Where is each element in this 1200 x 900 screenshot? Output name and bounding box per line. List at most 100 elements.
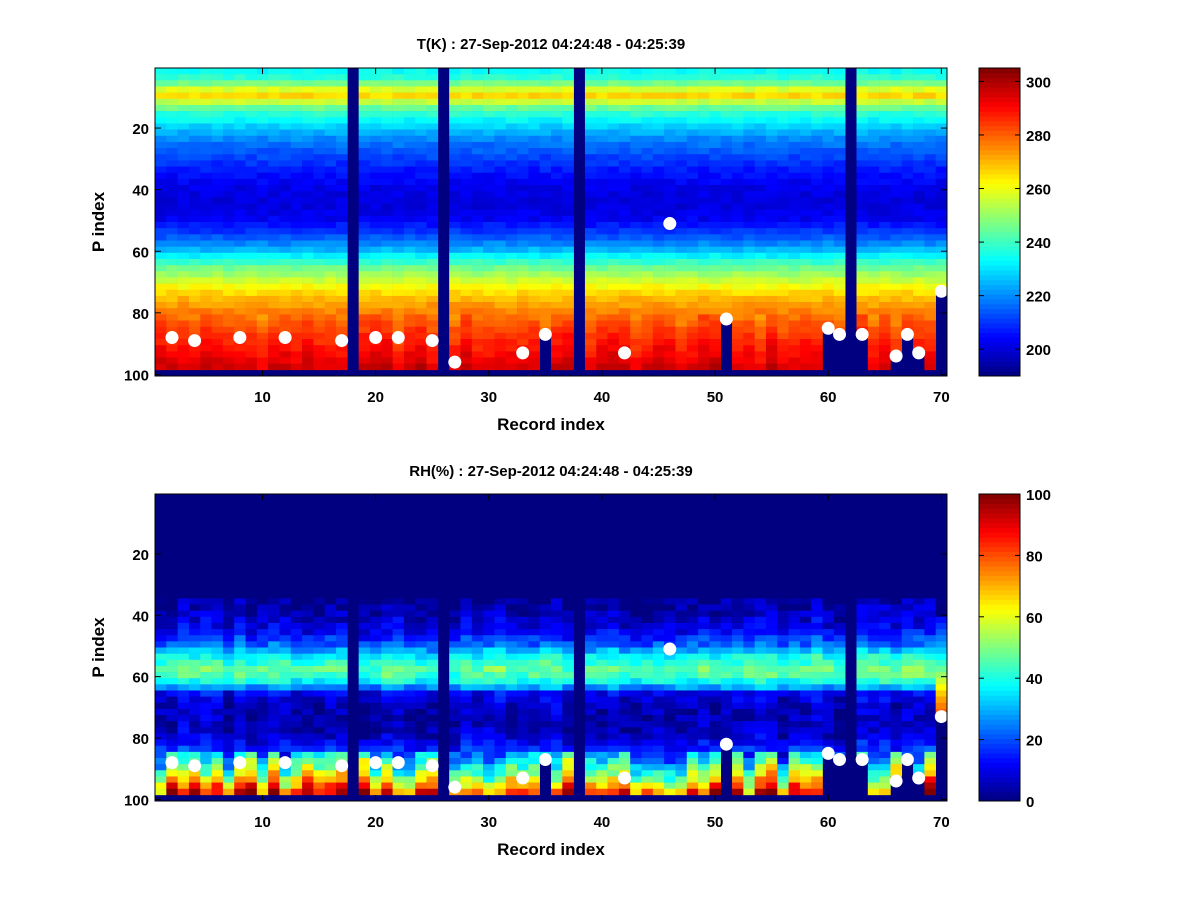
heatmap-cell [720,191,733,198]
heatmap-cell [607,265,620,272]
heatmap-cell [494,573,507,581]
heatmap-cell [833,320,846,328]
heatmap-cell [200,715,212,722]
heatmap-cell [155,684,167,691]
heatmap-cell [188,653,201,661]
heatmap-cell [483,265,495,272]
heatmap-cell [290,74,303,81]
heatmap-cell [890,148,903,155]
heatmap-cell [268,320,280,328]
heatmap-cell [799,339,812,346]
heatmap-cell [256,240,269,247]
heatmap-cell [765,178,778,186]
heatmap-cell [313,172,326,180]
heatmap-cell [369,314,382,321]
heatmap-cell [528,739,540,747]
heatmap-cell [471,357,484,364]
heatmap-cell [177,228,190,235]
heatmap-cell [268,715,280,722]
heatmap-cell [166,320,178,328]
heatmap-cell [517,629,529,636]
heatmap-cell [811,351,823,358]
heatmap-cell [290,215,303,223]
heatmap-cell [675,289,688,297]
heatmap-cell [539,271,552,278]
heatmap-cell [358,92,371,100]
heatmap-cell [901,185,914,192]
heatmap-cell [222,271,235,278]
heatmap-cell [483,512,495,519]
heatmap-cell [449,92,461,100]
heatmap-cell [471,295,484,303]
heatmap-cell [324,172,337,180]
heatmap-cell [811,166,823,174]
heatmap-cell [675,357,688,364]
heatmap-cell [641,98,654,106]
heatmap-cell [426,203,439,210]
heatmap-cell [369,549,382,556]
heatmap-cell [426,684,439,691]
heatmap-cell [302,573,314,581]
heatmap-cell [290,561,303,568]
heatmap-cell [471,209,484,217]
heatmap-cell [415,191,427,198]
heatmap-cell [607,258,620,266]
heatmap-cell [528,104,540,112]
heatmap-cell [245,160,258,167]
heatmap-cell [901,104,914,112]
heatmap-cell [256,104,269,112]
heatmap-cell [483,271,495,278]
heatmap-cell [188,641,201,648]
y-tick-label: 100 [124,367,149,384]
heatmap-cell [517,622,529,630]
heatmap-cell [290,788,303,796]
heatmap-cell [211,326,224,334]
heatmap-cell [765,320,778,328]
heatmap-cell [245,295,258,303]
heatmap-cell [449,339,461,346]
heatmap-cell [188,604,201,611]
heatmap-cell [415,494,427,501]
heatmap-cell [562,506,574,513]
heatmap-cell [822,141,835,149]
heatmap-cell [234,782,246,790]
heatmap-cell [856,172,869,180]
heatmap-cell [358,339,371,346]
heatmap-cell [471,567,484,575]
heatmap-cell [222,586,235,593]
heatmap-cell [901,215,914,223]
heatmap-cell [539,277,552,284]
heatmap-cell [336,665,348,673]
heatmap-cell [483,586,495,593]
heatmap-cell [720,80,733,87]
heatmap-cell [754,283,767,291]
heatmap-cell [494,357,507,364]
heatmap-cell [200,782,212,790]
heatmap-cell [630,74,642,81]
heatmap-cell [403,209,416,217]
heatmap-cell [935,98,948,106]
heatmap-cell [449,672,461,679]
heatmap-cell [211,222,224,229]
temperature-heatmap [155,68,948,376]
heatmap-cell [460,246,473,254]
heatmap-cell [562,246,574,254]
heatmap-cell [505,295,518,303]
heatmap-cell [483,228,495,235]
heatmap-cell [517,751,529,759]
heatmap-cell [415,622,427,630]
heatmap-cell [369,86,382,93]
heatmap-cell [155,573,167,581]
heatmap-cell [279,277,292,284]
heatmap-cell [562,308,574,315]
heatmap-cell [788,178,801,186]
heatmap-cell [211,234,224,241]
heatmap-cell [562,86,574,93]
heatmap-cell [177,166,190,174]
heatmap-cell [494,326,507,334]
heatmap-cell [222,320,235,328]
heatmap-cell [415,530,427,538]
heatmap-cell [268,271,280,278]
heatmap-cell [177,604,190,611]
heatmap-cell [494,586,507,593]
